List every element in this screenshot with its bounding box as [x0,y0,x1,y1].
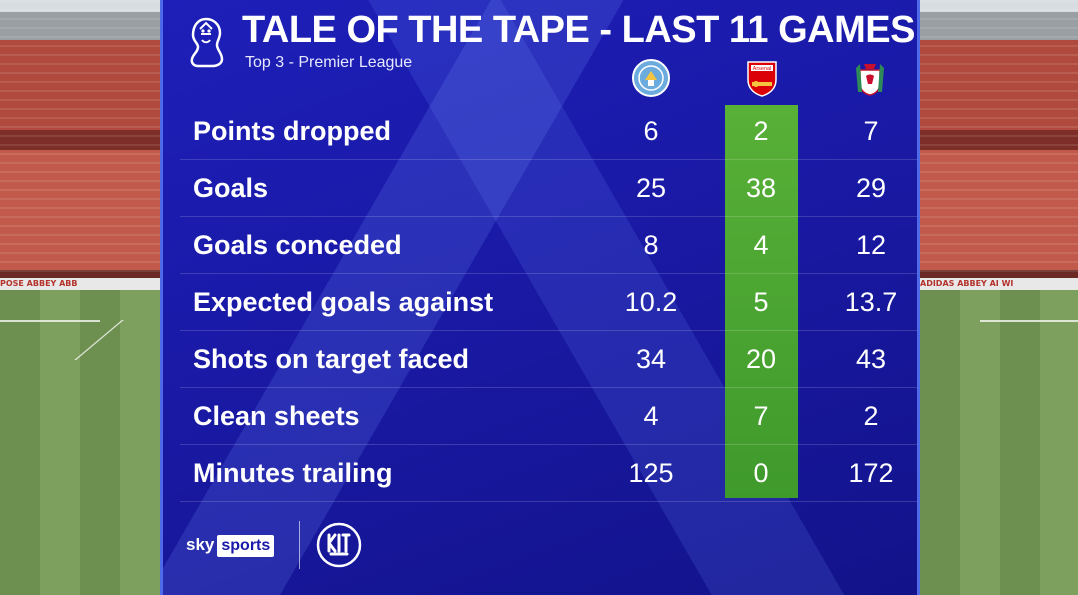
man-city-value: 25 [635,173,667,203]
stat-label: Minutes trailing [193,458,393,488]
table-row: Goals conceded 8 4 12 [180,217,920,274]
stadium-background-right: ADIDAS ABBEY AI WI [920,0,1078,595]
liverpool-value: 13.7 [844,287,898,317]
panel-edge [160,0,163,595]
liverpool-value: 43 [855,344,887,374]
man-city-value: 6 [643,116,659,146]
liverpool-value: 172 [848,458,894,488]
man-city-value: 125 [628,458,674,488]
sports-logo-text: sports [217,535,275,557]
arsenal-highlight-column [725,105,798,498]
advertising-hoarding: POSE ABBEY ABB [0,278,160,290]
advertising-hoarding: ADIDAS ABBEY AI WI [920,278,1078,290]
stat-label: Shots on target faced [193,344,470,374]
arsenal-value: 0 [753,458,769,488]
liverpool-value: 29 [855,173,887,203]
stat-label: Clean sheets [193,401,360,431]
table-row: Minutes trailing 125 0 172 [180,445,920,502]
premier-league-lion-icon [190,17,224,68]
stadium-background-left: POSE ABBEY ABB [0,0,160,595]
liverpool-value: 2 [863,401,879,431]
arsenal-value: 7 [753,401,769,431]
arsenal-crest-text: Arsenal [753,66,772,72]
kick-it-out-logo-icon [316,522,362,568]
arsenal-value: 38 [745,173,777,203]
pitch [920,290,1078,595]
arsenal-value: 20 [745,344,777,374]
arsenal-value: 4 [753,230,769,260]
footer-divider [299,521,300,569]
sky-logo-text: sky [186,535,215,554]
table-row: Expected goals against 10.2 5 13.7 [180,274,920,331]
man-city-value: 10.2 [624,287,678,317]
stat-label: Expected goals against [193,287,494,317]
stat-label: Points dropped [193,116,391,146]
pitch-line [74,320,124,360]
pitch [0,290,160,595]
stat-label: Goals conceded [193,230,402,260]
liverpool-value: 12 [855,230,887,260]
stadium-stands [920,0,1078,290]
arsenal-value: 2 [753,116,769,146]
pitch-line [0,320,100,322]
table-row: Goals 25 38 29 [180,160,920,217]
table-row: Clean sheets 4 7 2 [180,388,920,445]
pitch-line [980,320,1078,322]
man-city-value: 34 [635,344,667,374]
arsenal-value: 5 [753,287,769,317]
table-row: Shots on target faced 34 20 43 [180,331,920,388]
panel-edge [917,0,920,595]
table-row: Points dropped 6 2 7 [180,103,920,160]
liverpool-crest-icon [856,64,884,96]
man-city-value: 4 [643,401,659,431]
stats-panel: TALE OF THE TAPE - LAST 11 GAMES Top 3 -… [160,0,920,595]
stadium-stands [0,0,160,290]
page-title: TALE OF THE TAPE - LAST 11 GAMES [242,9,915,51]
sky-sports-logo: sky sports [186,534,275,557]
arsenal-crest-icon: Arsenal [747,61,777,97]
man-city-value: 8 [643,230,659,260]
liverpool-value: 7 [863,116,879,146]
page-subtitle: Top 3 - Premier League [245,54,413,71]
stat-label: Goals [193,173,269,203]
man-city-crest-icon [632,59,670,97]
